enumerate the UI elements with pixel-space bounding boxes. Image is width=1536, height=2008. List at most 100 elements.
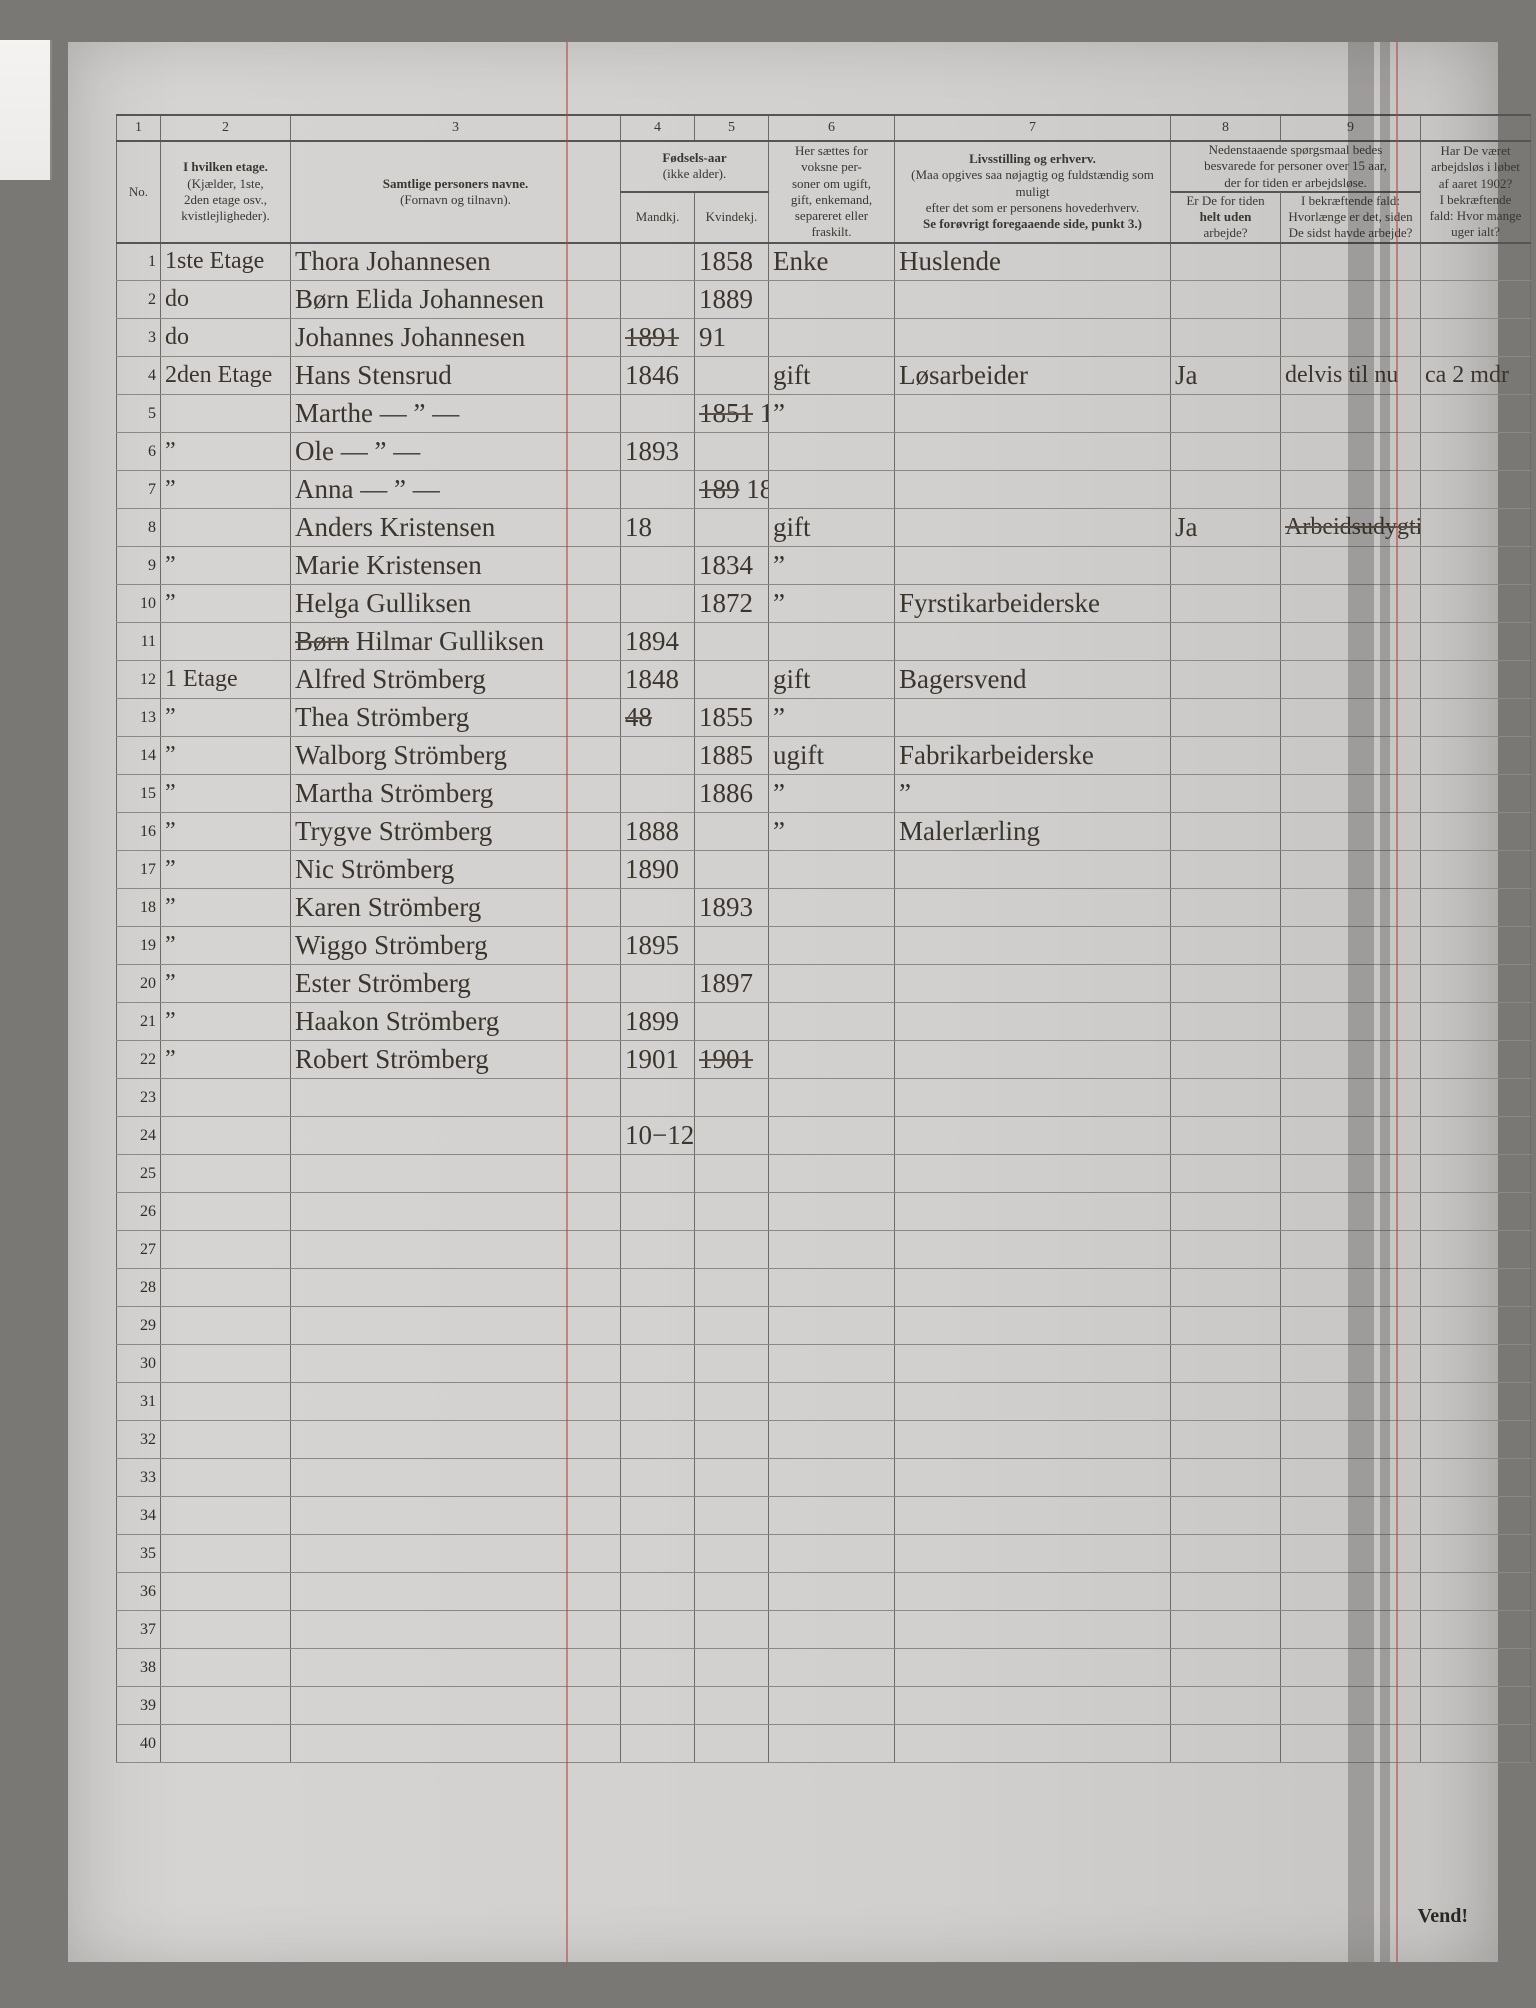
cell-occupation: Huslende (895, 243, 1171, 281)
cell-col10 (1421, 1231, 1531, 1269)
cell-name: Haakon Strömberg (291, 1003, 621, 1041)
cell-col8: Ja (1171, 509, 1281, 547)
cell-col10 (1421, 965, 1531, 1003)
hdr-female: Kvindekj. (695, 192, 769, 243)
cell-col8 (1171, 813, 1281, 851)
cell-col8 (1171, 547, 1281, 585)
cell-col10 (1421, 775, 1531, 813)
cell-birth-male (621, 1345, 695, 1383)
cell-marital: ” (769, 585, 895, 623)
cell-occupation (895, 1535, 1171, 1573)
cell-occupation (895, 1459, 1171, 1497)
cell-col8 (1171, 775, 1281, 813)
cell-col10 (1421, 1611, 1531, 1649)
table-row: 32 (117, 1421, 1531, 1459)
cell-marital: gift (769, 661, 895, 699)
cell-col8 (1171, 1535, 1281, 1573)
hdr-col10: Har De været arbejdsløs i løbet af aaret… (1421, 141, 1531, 243)
cell-col8 (1171, 281, 1281, 319)
cell-col8 (1171, 585, 1281, 623)
cell-birth-female (695, 1421, 769, 1459)
cell-name (291, 1573, 621, 1611)
cell-col10 (1421, 699, 1531, 737)
hdr-occupation: Livsstilling og erhverv. (Maa opgives sa… (895, 141, 1171, 243)
cell-occupation: Løsarbeider (895, 357, 1171, 395)
table-row: 42den EtageHans Stensrud1846giftLøsarbei… (117, 357, 1531, 395)
cell-occupation (895, 1231, 1171, 1269)
table-row: 2doBørn Elida Johannesen1889 (117, 281, 1531, 319)
row-number: 20 (117, 965, 161, 1003)
hdr-birthyear: Fødsels-aar (ikke alder). (621, 141, 769, 192)
cell-birth-female (695, 1573, 769, 1611)
row-number: 21 (117, 1003, 161, 1041)
row-number: 33 (117, 1459, 161, 1497)
cell-col10 (1421, 1649, 1531, 1687)
red-margin-line (566, 42, 568, 1962)
table-row: 18”Karen Strömberg1893 (117, 889, 1531, 927)
cell-birth-female (695, 851, 769, 889)
table-row: 14”Walborg Strömberg1885ugiftFabrikarbei… (117, 737, 1531, 775)
table-row: 31 (117, 1383, 1531, 1421)
cell-birth-male (621, 1649, 695, 1687)
cell-col8 (1171, 1459, 1281, 1497)
table-row: 39 (117, 1687, 1531, 1725)
cell-col8 (1171, 851, 1281, 889)
cell-birth-male (621, 1307, 695, 1345)
row-number: 9 (117, 547, 161, 585)
row-number: 30 (117, 1345, 161, 1383)
cell-birth-male (621, 585, 695, 623)
scanned-page: 1 2 3 4 5 6 7 8 9 No. I hvilken etage. (… (68, 42, 1498, 1962)
cell-col10 (1421, 623, 1531, 661)
row-number: 37 (117, 1611, 161, 1649)
cell-birth-female: 1893 (695, 889, 769, 927)
cell-birth-female: 1901 (695, 1041, 769, 1079)
cell-col10 (1421, 395, 1531, 433)
cell-marital (769, 1421, 895, 1459)
cell-birth-male: 1888 (621, 813, 695, 851)
cell-col8 (1171, 1003, 1281, 1041)
cell-col10 (1421, 813, 1531, 851)
cell-name (291, 1535, 621, 1573)
table-body: 11ste EtageThora Johannesen1858EnkeHusle… (117, 243, 1531, 1763)
row-number: 15 (117, 775, 161, 813)
row-number: 8 (117, 509, 161, 547)
table-row: 121 EtageAlfred Strömberg1848giftBagersv… (117, 661, 1531, 699)
cell-col8 (1171, 965, 1281, 1003)
cell-col10 (1421, 433, 1531, 471)
cell-occupation (895, 1345, 1171, 1383)
cell-name (291, 1421, 621, 1459)
cell-col10 (1421, 1687, 1531, 1725)
cell-col10 (1421, 1003, 1531, 1041)
cell-floor: do (161, 281, 291, 319)
cell-floor: ” (161, 813, 291, 851)
cell-marital (769, 433, 895, 471)
cell-name: Hans Stensrud (291, 357, 621, 395)
cell-name: Marthe — ” — (291, 395, 621, 433)
colnum-2: 2 (161, 115, 291, 141)
header-row-1: No. I hvilken etage. (Kjælder, 1ste, 2de… (117, 141, 1531, 192)
table-row: 11ste EtageThora Johannesen1858EnkeHusle… (117, 243, 1531, 281)
cell-birth-female (695, 623, 769, 661)
cell-marital (769, 1117, 895, 1155)
cell-occupation (895, 1725, 1171, 1763)
cell-birth-male (621, 395, 695, 433)
cell-birth-female: 1851 1851 (695, 395, 769, 433)
form-sheet: 1 2 3 4 5 6 7 8 9 No. I hvilken etage. (… (116, 114, 1484, 1942)
cell-birth-male (621, 281, 695, 319)
cell-col8 (1171, 623, 1281, 661)
cell-marital (769, 1307, 895, 1345)
binder-clip (0, 40, 52, 180)
cell-marital: ” (769, 395, 895, 433)
row-number: 4 (117, 357, 161, 395)
cell-col10 (1421, 585, 1531, 623)
cell-floor: 2den Etage (161, 357, 291, 395)
cell-col10 (1421, 1725, 1531, 1763)
cell-name (291, 1269, 621, 1307)
cell-occupation (895, 1307, 1171, 1345)
cell-floor: ” (161, 1003, 291, 1041)
cell-birth-male: 1848 (621, 661, 695, 699)
cell-name (291, 1649, 621, 1687)
cell-occupation (895, 889, 1171, 927)
colnum-5: 5 (695, 115, 769, 141)
cell-name (291, 1383, 621, 1421)
